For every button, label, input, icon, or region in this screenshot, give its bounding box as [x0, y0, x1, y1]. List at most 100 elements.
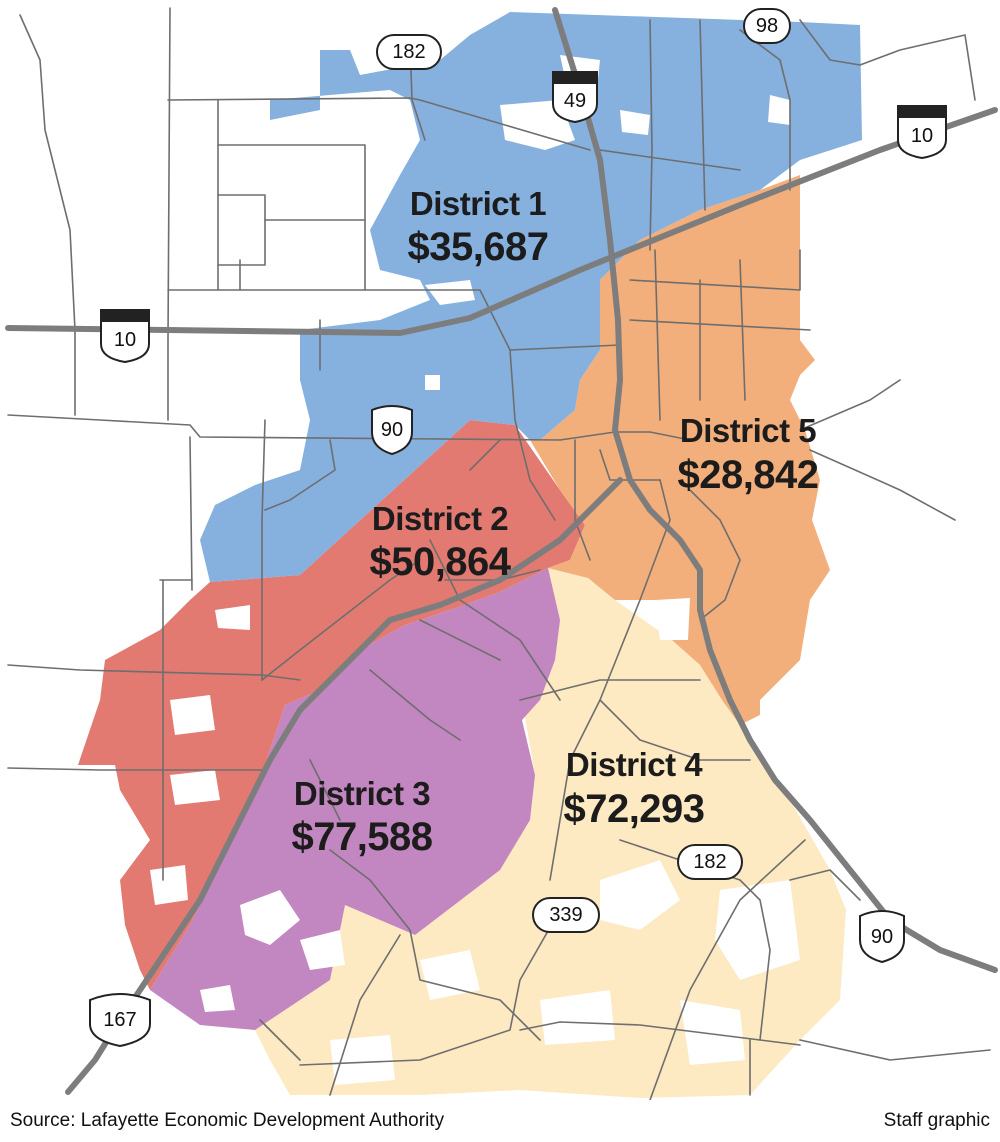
- us-route-90-south-shield: 90: [859, 910, 905, 964]
- oval-shield: [743, 8, 791, 44]
- road: [439, 289, 556, 521]
- road: [19, 14, 76, 416]
- road: [509, 344, 621, 351]
- road: [329, 934, 401, 1096]
- district-value: $28,842: [677, 453, 818, 497]
- route-number: 167: [103, 1009, 136, 1031]
- interstate-49-shield: 49: [552, 71, 598, 124]
- road: [619, 479, 671, 651]
- road: [599, 149, 741, 171]
- route-number: 182: [693, 851, 726, 873]
- route-number: 182: [392, 41, 425, 63]
- district-2-label: District 2 $50,864: [369, 500, 512, 584]
- staff-graphic-credit: Staff graphic: [883, 1110, 990, 1131]
- state-route-182-north-shield: 182: [376, 34, 442, 70]
- route-number: 339: [549, 904, 582, 926]
- road: [629, 319, 811, 331]
- road: [649, 839, 806, 1100]
- interstate-shield-cap: [553, 72, 597, 84]
- hole-north-3: [768, 95, 790, 125]
- route-number: 90: [381, 419, 403, 441]
- interstate-10-east-shield: 10: [897, 105, 947, 160]
- oval-shield: [532, 897, 600, 933]
- hole-d2-3: [170, 770, 220, 805]
- road: [329, 849, 541, 1041]
- interstate-shield-cap: [898, 106, 946, 118]
- road: [369, 669, 461, 741]
- road: [599, 449, 661, 481]
- road: [217, 194, 266, 266]
- district-5-label: District 5 $28,842: [677, 412, 819, 497]
- interstate-10-west-shield: 10: [100, 309, 150, 364]
- district-value: $50,864: [369, 540, 511, 584]
- source-credit: Source: Lafayette Economic Development A…: [10, 1110, 445, 1131]
- road: [469, 439, 501, 471]
- district-value: $35,687: [407, 225, 548, 269]
- road: [261, 559, 421, 681]
- road: [629, 249, 801, 291]
- state-route-98-shield: 98: [743, 8, 791, 44]
- road-network: [7, 7, 991, 1100]
- road: [167, 97, 591, 151]
- hole-d3-3: [200, 985, 235, 1012]
- hole-d4-3: [715, 880, 800, 980]
- road: [799, 1039, 991, 1061]
- interstate-49: [552, 7, 998, 973]
- hole-d1-west: [425, 280, 475, 305]
- district-1-area: [200, 12, 862, 582]
- route-number: 10: [114, 329, 136, 351]
- interstate-shield-body: [897, 105, 947, 160]
- road: [309, 759, 341, 821]
- district-5-area: [530, 175, 830, 725]
- road: [574, 439, 591, 561]
- hole-d3-2: [300, 930, 345, 970]
- road: [809, 449, 956, 521]
- us-route-90-center-shield: 90: [371, 405, 413, 456]
- road: [519, 1021, 801, 1046]
- district-4-area: [255, 568, 846, 1098]
- road: [264, 439, 336, 511]
- road: [7, 414, 561, 441]
- route-number: 90: [871, 926, 893, 948]
- oval-shield: [376, 34, 442, 70]
- hole-d1-mid: [425, 375, 440, 390]
- hole-d4-4: [420, 950, 480, 1000]
- road: [259, 1019, 301, 1061]
- road: [799, 379, 901, 431]
- road: [739, 259, 746, 401]
- hole-d3-1: [240, 890, 300, 945]
- hole-d2-4: [150, 865, 188, 905]
- road: [649, 19, 653, 251]
- road: [689, 489, 741, 621]
- hole-d4-1: [655, 598, 690, 640]
- district-labels: District 1 $35,687 District 2 $50,864 Di…: [291, 185, 819, 859]
- road: [549, 649, 621, 881]
- hole-d2-2: [170, 695, 215, 735]
- district-3-label: District 3 $77,588: [291, 775, 433, 859]
- road: [299, 909, 561, 1066]
- road: [429, 539, 561, 701]
- us-route-167-shield: 167: [89, 993, 151, 1048]
- road: [7, 767, 266, 771]
- road: [419, 619, 501, 661]
- hole-d4-2: [600, 860, 680, 930]
- road: [739, 29, 791, 191]
- route-number: 98: [756, 15, 778, 37]
- road: [7, 664, 301, 681]
- hole-d4-7: [330, 1035, 395, 1085]
- route-number: 49: [564, 90, 586, 112]
- us-shield-body: [89, 993, 151, 1048]
- interstate-shield-cap: [101, 310, 149, 322]
- hole-d2-1: [215, 605, 250, 630]
- road: [599, 699, 751, 761]
- interstate-10: [5, 107, 998, 336]
- road: [654, 249, 661, 421]
- district-name: District 1: [410, 185, 546, 222]
- road: [189, 436, 193, 591]
- state-route-182-south-shield: 182: [677, 844, 743, 880]
- us-shield-body: [371, 405, 413, 456]
- district-name: District 4: [566, 746, 703, 783]
- us-shield-body: [859, 910, 905, 964]
- district-value: $77,588: [291, 815, 432, 859]
- hole-d4-6: [680, 1000, 745, 1065]
